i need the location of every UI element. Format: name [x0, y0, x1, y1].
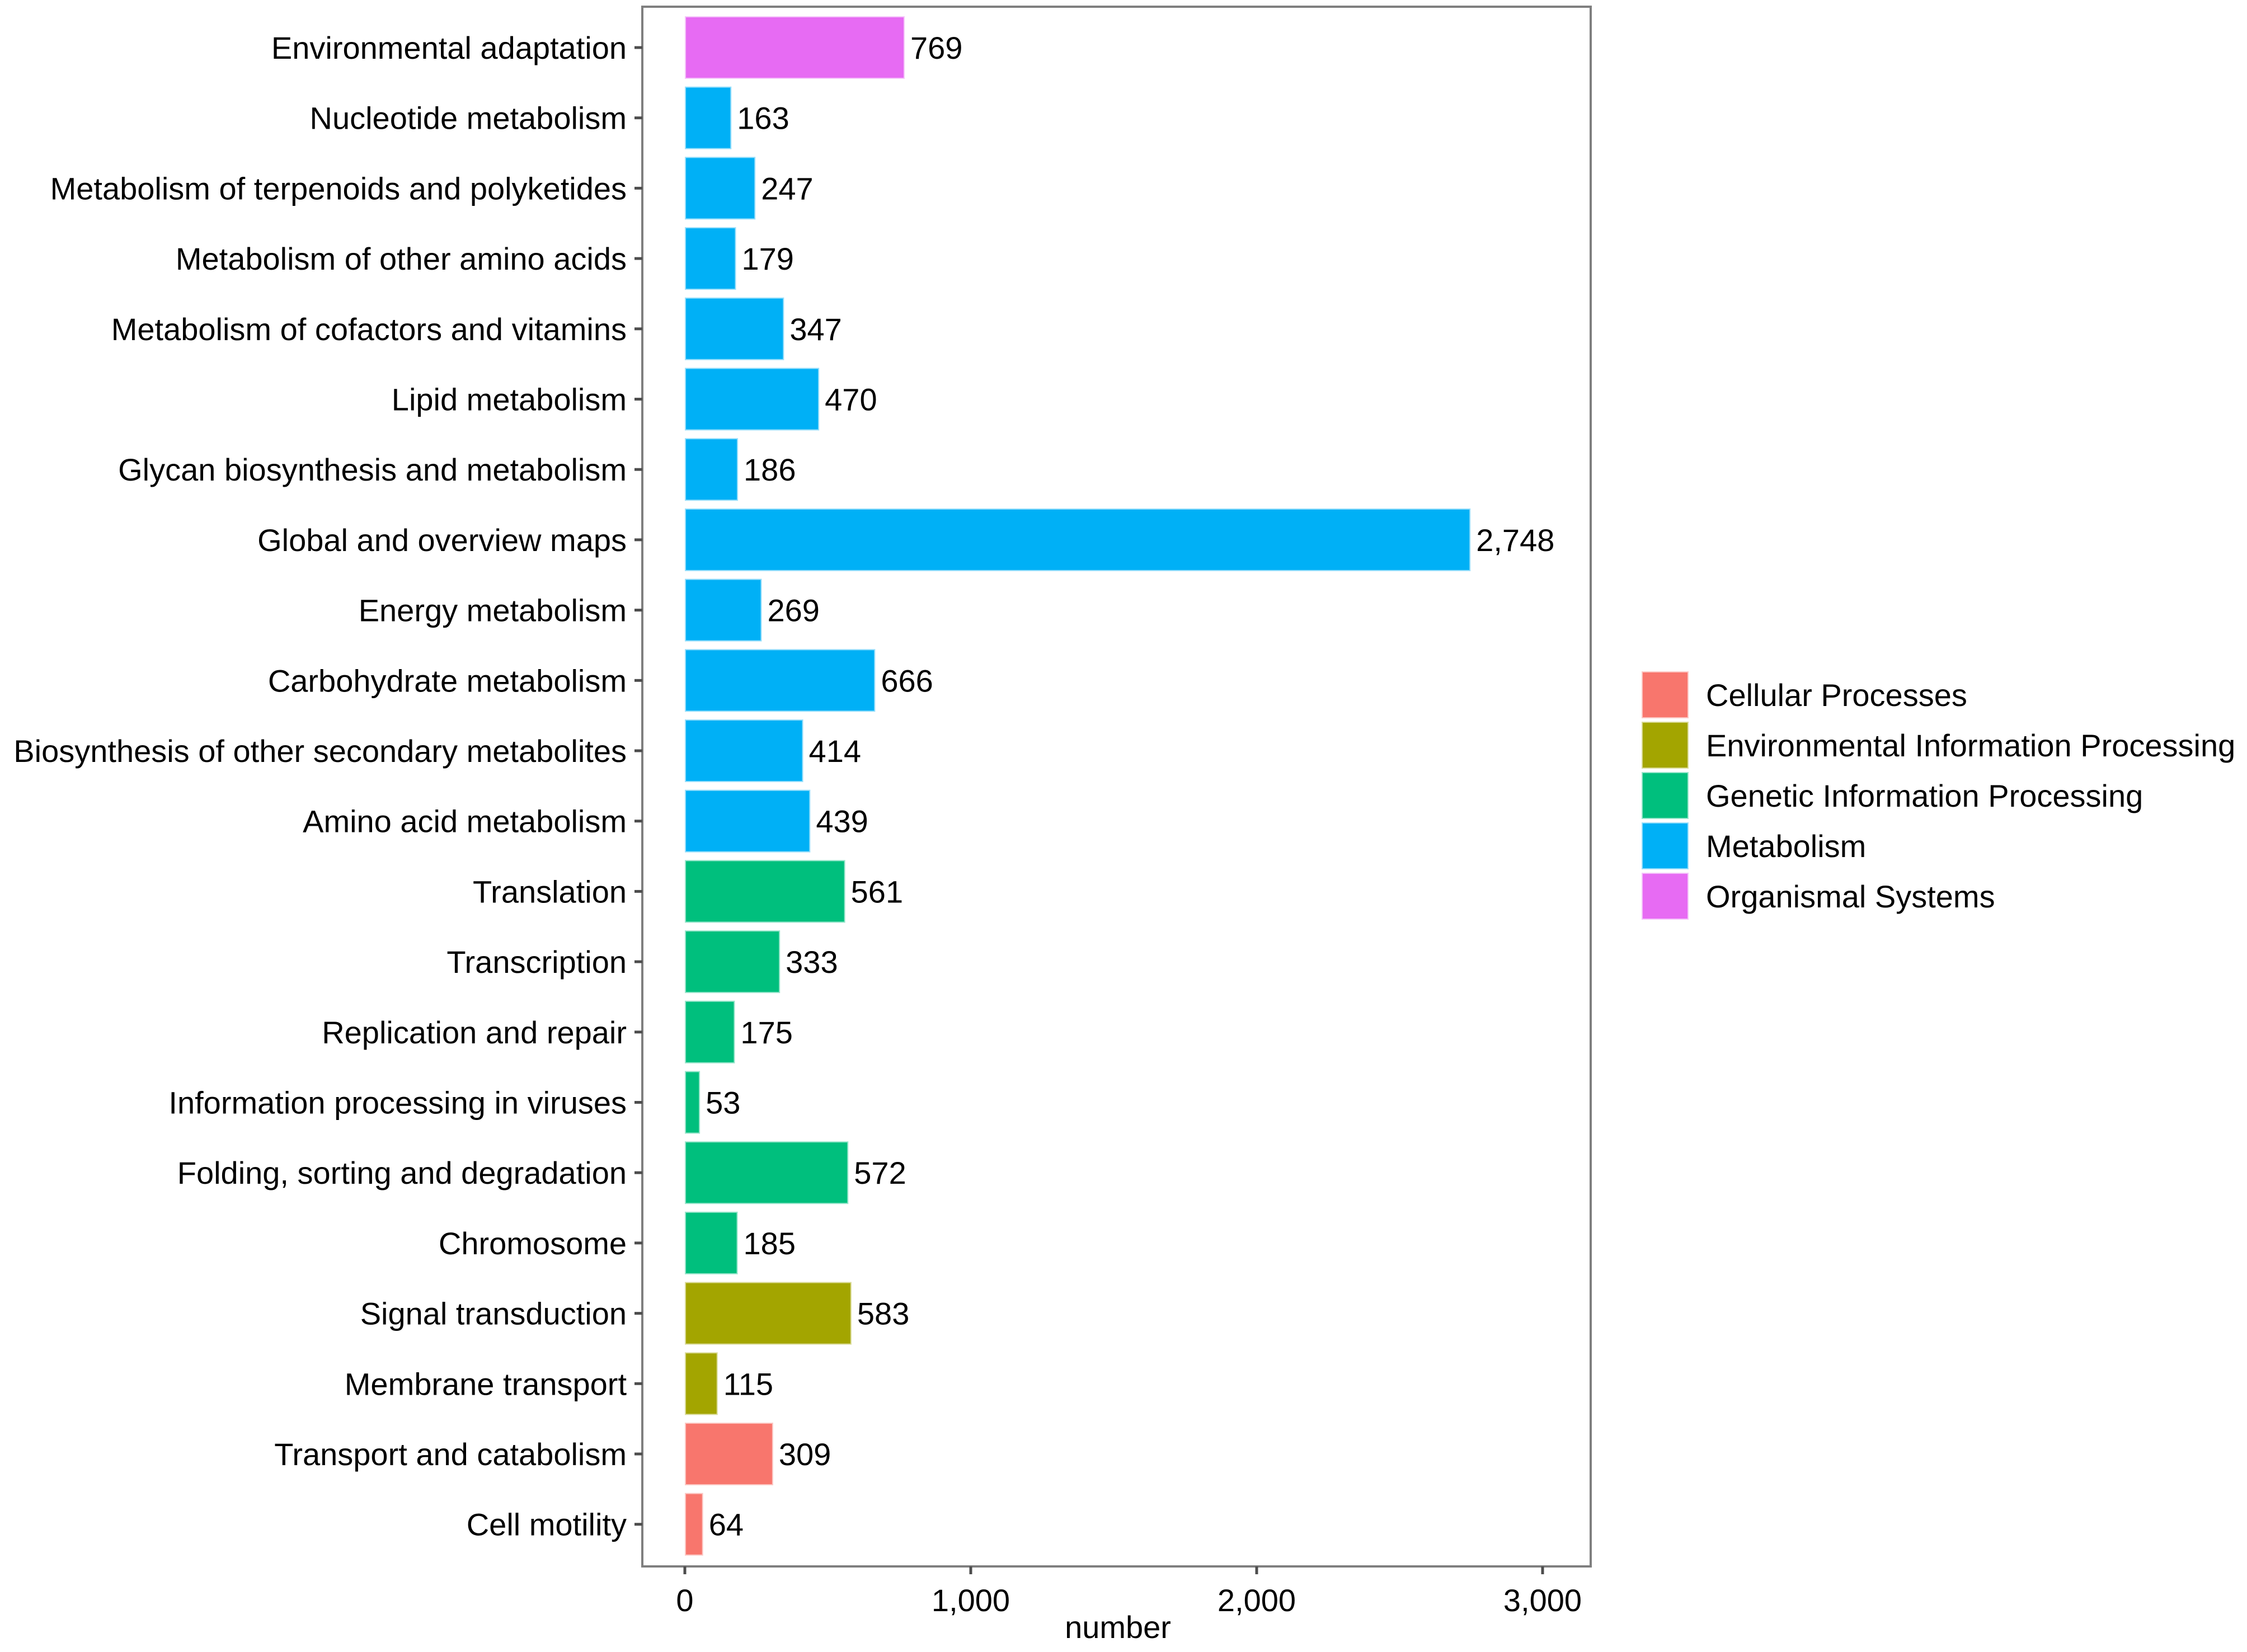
legend-key: [1640, 670, 1690, 719]
value-label: 2,748: [1476, 523, 1554, 558]
legend-key: [1640, 821, 1690, 870]
category-label: Cell motility: [467, 1507, 627, 1542]
bar: [684, 437, 740, 502]
value-label: 439: [816, 804, 868, 839]
category-label: Glycan biosynthesis and metabolism: [118, 452, 627, 487]
value-label: 163: [737, 101, 789, 136]
value-label: 179: [741, 241, 793, 276]
bar: [684, 1351, 719, 1416]
category-label: Transport and catabolism: [274, 1437, 627, 1472]
value-label: 769: [910, 30, 962, 65]
bar: [684, 366, 821, 432]
legend-label: Organismal Systems: [1706, 879, 1995, 914]
bar: [684, 788, 812, 854]
category-label: Replication and repair: [322, 1015, 627, 1050]
bar: [684, 507, 1472, 572]
bar: [684, 929, 782, 995]
value-label: 583: [857, 1296, 909, 1331]
value-labels: 769 163 247 179 347 470 186 2,748 269 666 414 439 56…: [706, 30, 1554, 1542]
bar: [684, 859, 847, 924]
value-label: 185: [744, 1226, 796, 1261]
x-tick-label: 2,000: [1217, 1583, 1296, 1618]
bar: [684, 999, 736, 1065]
bar: [684, 1070, 702, 1135]
value-label: 247: [761, 171, 813, 206]
value-label: 414: [809, 733, 861, 769]
bar: [684, 226, 737, 291]
bar: [684, 577, 763, 643]
x-tick-label: 3,000: [1503, 1583, 1582, 1618]
bar: [684, 1210, 739, 1276]
value-label: 64: [709, 1507, 744, 1542]
x-tick-label: 1,000: [932, 1583, 1010, 1618]
x-tick-label: 0: [676, 1583, 693, 1618]
category-label: Information processing in viruses: [168, 1085, 627, 1121]
legend-key: [1640, 771, 1690, 820]
bar: [684, 1281, 853, 1346]
x-axis-title: number: [1065, 1609, 1171, 1645]
legend-key: [1640, 721, 1690, 770]
bar: [684, 1491, 704, 1557]
x-axis: 0 1,000 2,000 3,000: [676, 1566, 1582, 1618]
bar: [684, 1140, 850, 1206]
category-label: Amino acid metabolism: [303, 804, 627, 839]
bar: [684, 718, 805, 783]
legend: Cellular Processes Environmental Informat…: [1640, 670, 2235, 921]
category-label: Energy metabolism: [359, 593, 627, 628]
value-label: 347: [789, 312, 842, 347]
legend-label: Metabolism: [1706, 829, 1866, 864]
value-label: 470: [825, 382, 877, 417]
category-label: Signal transduction: [360, 1296, 627, 1331]
value-label: 115: [723, 1366, 773, 1401]
bar: [684, 15, 906, 80]
value-label: 561: [851, 874, 903, 909]
value-label: 175: [740, 1015, 792, 1050]
category-label: Metabolism of other amino acids: [176, 241, 627, 276]
category-label: Biosynthesis of other secondary metaboli…: [13, 733, 627, 769]
category-label: Folding, sorting and degradation: [177, 1155, 627, 1190]
value-label: 186: [744, 452, 796, 487]
category-label: Metabolism of terpenoids and polyketides: [50, 171, 627, 206]
value-label: 309: [779, 1437, 831, 1472]
value-label: 572: [854, 1155, 906, 1190]
category-label: Translation: [473, 874, 627, 909]
bar: [684, 296, 786, 361]
category-axis: Environmental adaptation Nucleotide metab…: [13, 30, 642, 1542]
value-label: 333: [786, 944, 838, 980]
value-label: 269: [767, 593, 819, 628]
legend-key: [1640, 872, 1690, 921]
category-label: Metabolism of cofactors and vitamins: [111, 312, 627, 347]
category-label: Chromosome: [439, 1226, 627, 1261]
legend-label: Cellular Processes: [1706, 677, 1967, 713]
category-label: Lipid metabolism: [392, 382, 627, 417]
bar: [684, 85, 733, 150]
legend-label: Environmental Information Processing: [1706, 728, 2235, 763]
bar: [684, 648, 877, 713]
category-label: Nucleotide metabolism: [310, 101, 627, 136]
legend-label: Genetic Information Processing: [1706, 778, 2143, 813]
category-label: Global and overview maps: [257, 523, 627, 558]
bars-layer: [684, 15, 1472, 1557]
category-label: Membrane transport: [345, 1366, 627, 1401]
bar: [684, 156, 757, 221]
value-label: 666: [881, 663, 933, 698]
category-label: Carbohydrate metabolism: [268, 663, 627, 698]
category-label: Environmental adaptation: [271, 30, 627, 65]
bar: [684, 1422, 774, 1486]
value-label: 53: [706, 1085, 740, 1121]
category-label: Transcription: [446, 944, 627, 980]
